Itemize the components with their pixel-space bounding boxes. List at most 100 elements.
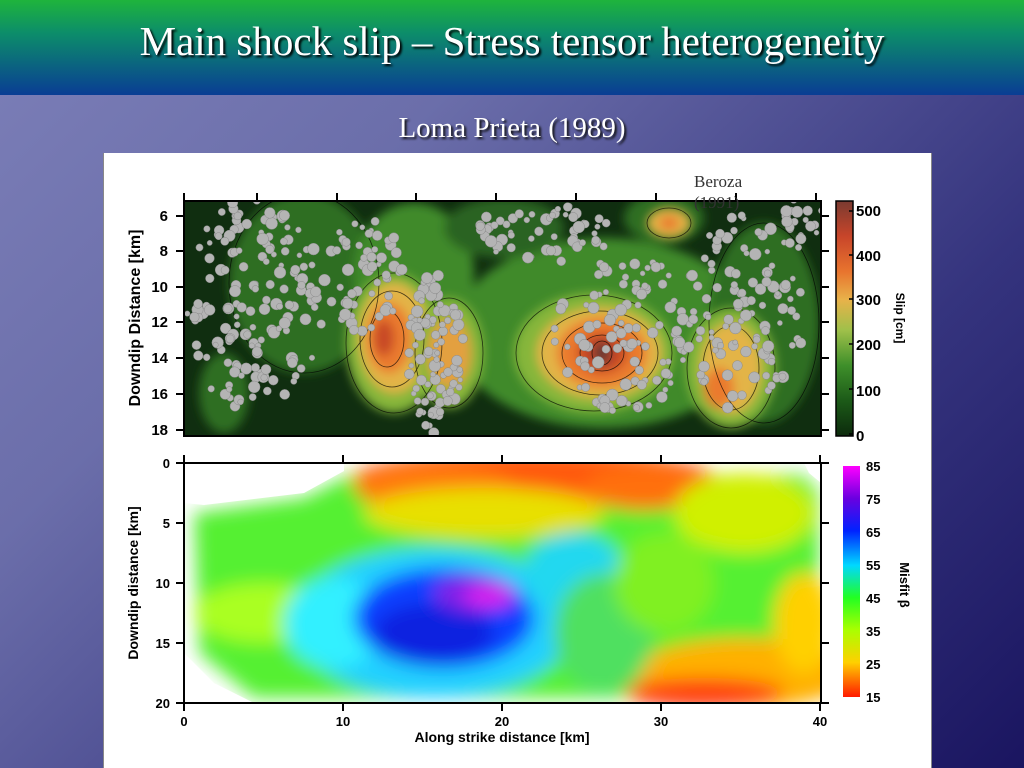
aftershock-dot — [655, 320, 664, 330]
aftershock-dot — [785, 238, 795, 248]
aftershock-dot — [388, 232, 400, 244]
aftershock-dot — [791, 205, 804, 218]
aftershock-dot — [426, 392, 434, 400]
aftershock-dot — [767, 357, 776, 366]
aftershock-dot — [594, 269, 604, 280]
aftershock-dot — [376, 252, 387, 264]
aftershock-dot — [740, 346, 752, 358]
aftershock-dot — [708, 334, 715, 341]
aftershock-dot — [671, 325, 683, 337]
aftershock-dot — [604, 314, 616, 326]
aftershock-dot — [316, 319, 326, 329]
aftershock-dot — [412, 384, 420, 393]
aftershock-dot — [619, 378, 632, 391]
aftershock-dot — [528, 211, 536, 218]
aftershock-dot — [260, 374, 268, 382]
aftershock-dot — [416, 407, 424, 416]
bottom-ytick: 5 — [163, 516, 170, 531]
aftershock-dot — [550, 337, 559, 346]
aftershock-dot — [366, 252, 377, 262]
bottom-ytick: 10 — [156, 576, 170, 591]
bottom-ytick: 15 — [156, 636, 170, 651]
aftershock-dot — [761, 326, 770, 336]
aftershock-dot — [493, 248, 499, 255]
aftershock-dot — [716, 341, 725, 350]
aftershock-dot — [731, 268, 741, 279]
aftershock-dot — [631, 323, 641, 333]
aftershock-dot — [263, 386, 272, 396]
slip-tick: 200 — [856, 337, 881, 354]
aftershock-dot — [318, 273, 331, 287]
aftershock-dot — [214, 232, 223, 241]
aftershock-dot — [592, 320, 602, 329]
aftershock-dot — [599, 242, 608, 251]
aftershock-dot — [450, 309, 462, 321]
aftershock-dot — [233, 211, 242, 221]
aftershock-dot — [662, 386, 669, 393]
aftershock-dot — [203, 225, 211, 233]
aftershock-dot — [248, 342, 255, 349]
aftershock-dot — [238, 262, 249, 272]
aftershock-dot — [594, 223, 601, 230]
aftershock-dot — [802, 205, 813, 216]
aftershock-dot — [629, 356, 640, 367]
aftershock-dot — [367, 323, 376, 332]
top-ytick: 16 — [151, 386, 168, 403]
aftershock-dot — [308, 261, 316, 269]
aftershock-dot — [351, 220, 359, 228]
aftershock-dot — [805, 220, 816, 232]
aftershock-dot — [657, 279, 668, 289]
figure-svg: 6 8 10 12 14 16 18 Downdip Distance [km]… — [125, 172, 912, 745]
aftershock-dot — [429, 282, 442, 294]
aftershock-dot — [220, 265, 230, 275]
aftershock-dot — [308, 354, 316, 361]
slip-tick: 300 — [856, 292, 881, 309]
aftershock-dot — [589, 290, 599, 301]
aftershock-dot — [413, 328, 426, 341]
aftershock-dot — [787, 295, 794, 303]
aftershock-dot — [777, 303, 789, 315]
aftershock-dot — [667, 379, 674, 387]
aftershock-dot — [262, 258, 270, 265]
aftershock-dot — [730, 281, 738, 289]
aftershock-dot — [203, 353, 211, 361]
aftershock-dot — [621, 273, 630, 281]
aftershock-dot — [700, 378, 708, 386]
aftershock-dot — [599, 402, 611, 413]
aftershock-dot — [408, 362, 415, 369]
aftershock-dot — [418, 297, 426, 305]
aftershock-dot — [205, 273, 215, 283]
aftershock-dot — [732, 339, 738, 346]
misfit-tick: 45 — [866, 591, 880, 606]
aftershock-dot — [236, 302, 247, 313]
aftershock-dot — [550, 233, 558, 241]
aftershock-dot — [591, 230, 598, 237]
aftershock-dot — [424, 381, 432, 388]
aftershock-dot — [787, 306, 796, 315]
aftershock-dot — [618, 262, 627, 270]
aftershock-dot — [339, 308, 352, 321]
aftershock-dot — [184, 310, 191, 317]
aftershock-dot — [223, 303, 233, 314]
aftershock-dot — [290, 377, 298, 385]
annotation-text: Beroza — [694, 172, 743, 191]
aftershock-dot — [490, 221, 499, 230]
aftershock-dot — [795, 287, 805, 297]
aftershock-dot — [355, 241, 363, 250]
aftershock-dot — [747, 277, 758, 288]
aftershock-dot — [777, 320, 783, 326]
aftershock-dot — [423, 346, 434, 356]
aftershock-dot — [220, 236, 230, 246]
aftershock-dot — [789, 275, 796, 282]
aftershock-dot — [495, 216, 505, 226]
aftershock-dot — [660, 368, 672, 379]
aftershock-dot — [795, 189, 805, 199]
aftershock-dot — [268, 375, 279, 386]
bottom-xtick: 40 — [813, 714, 827, 729]
aftershock-dot — [767, 381, 776, 390]
misfit-tick: 55 — [866, 558, 880, 573]
top-ytick: 8 — [160, 243, 168, 260]
aftershock-dot — [243, 330, 252, 339]
aftershock-dot — [248, 380, 261, 394]
aftershock-dot — [484, 235, 498, 248]
